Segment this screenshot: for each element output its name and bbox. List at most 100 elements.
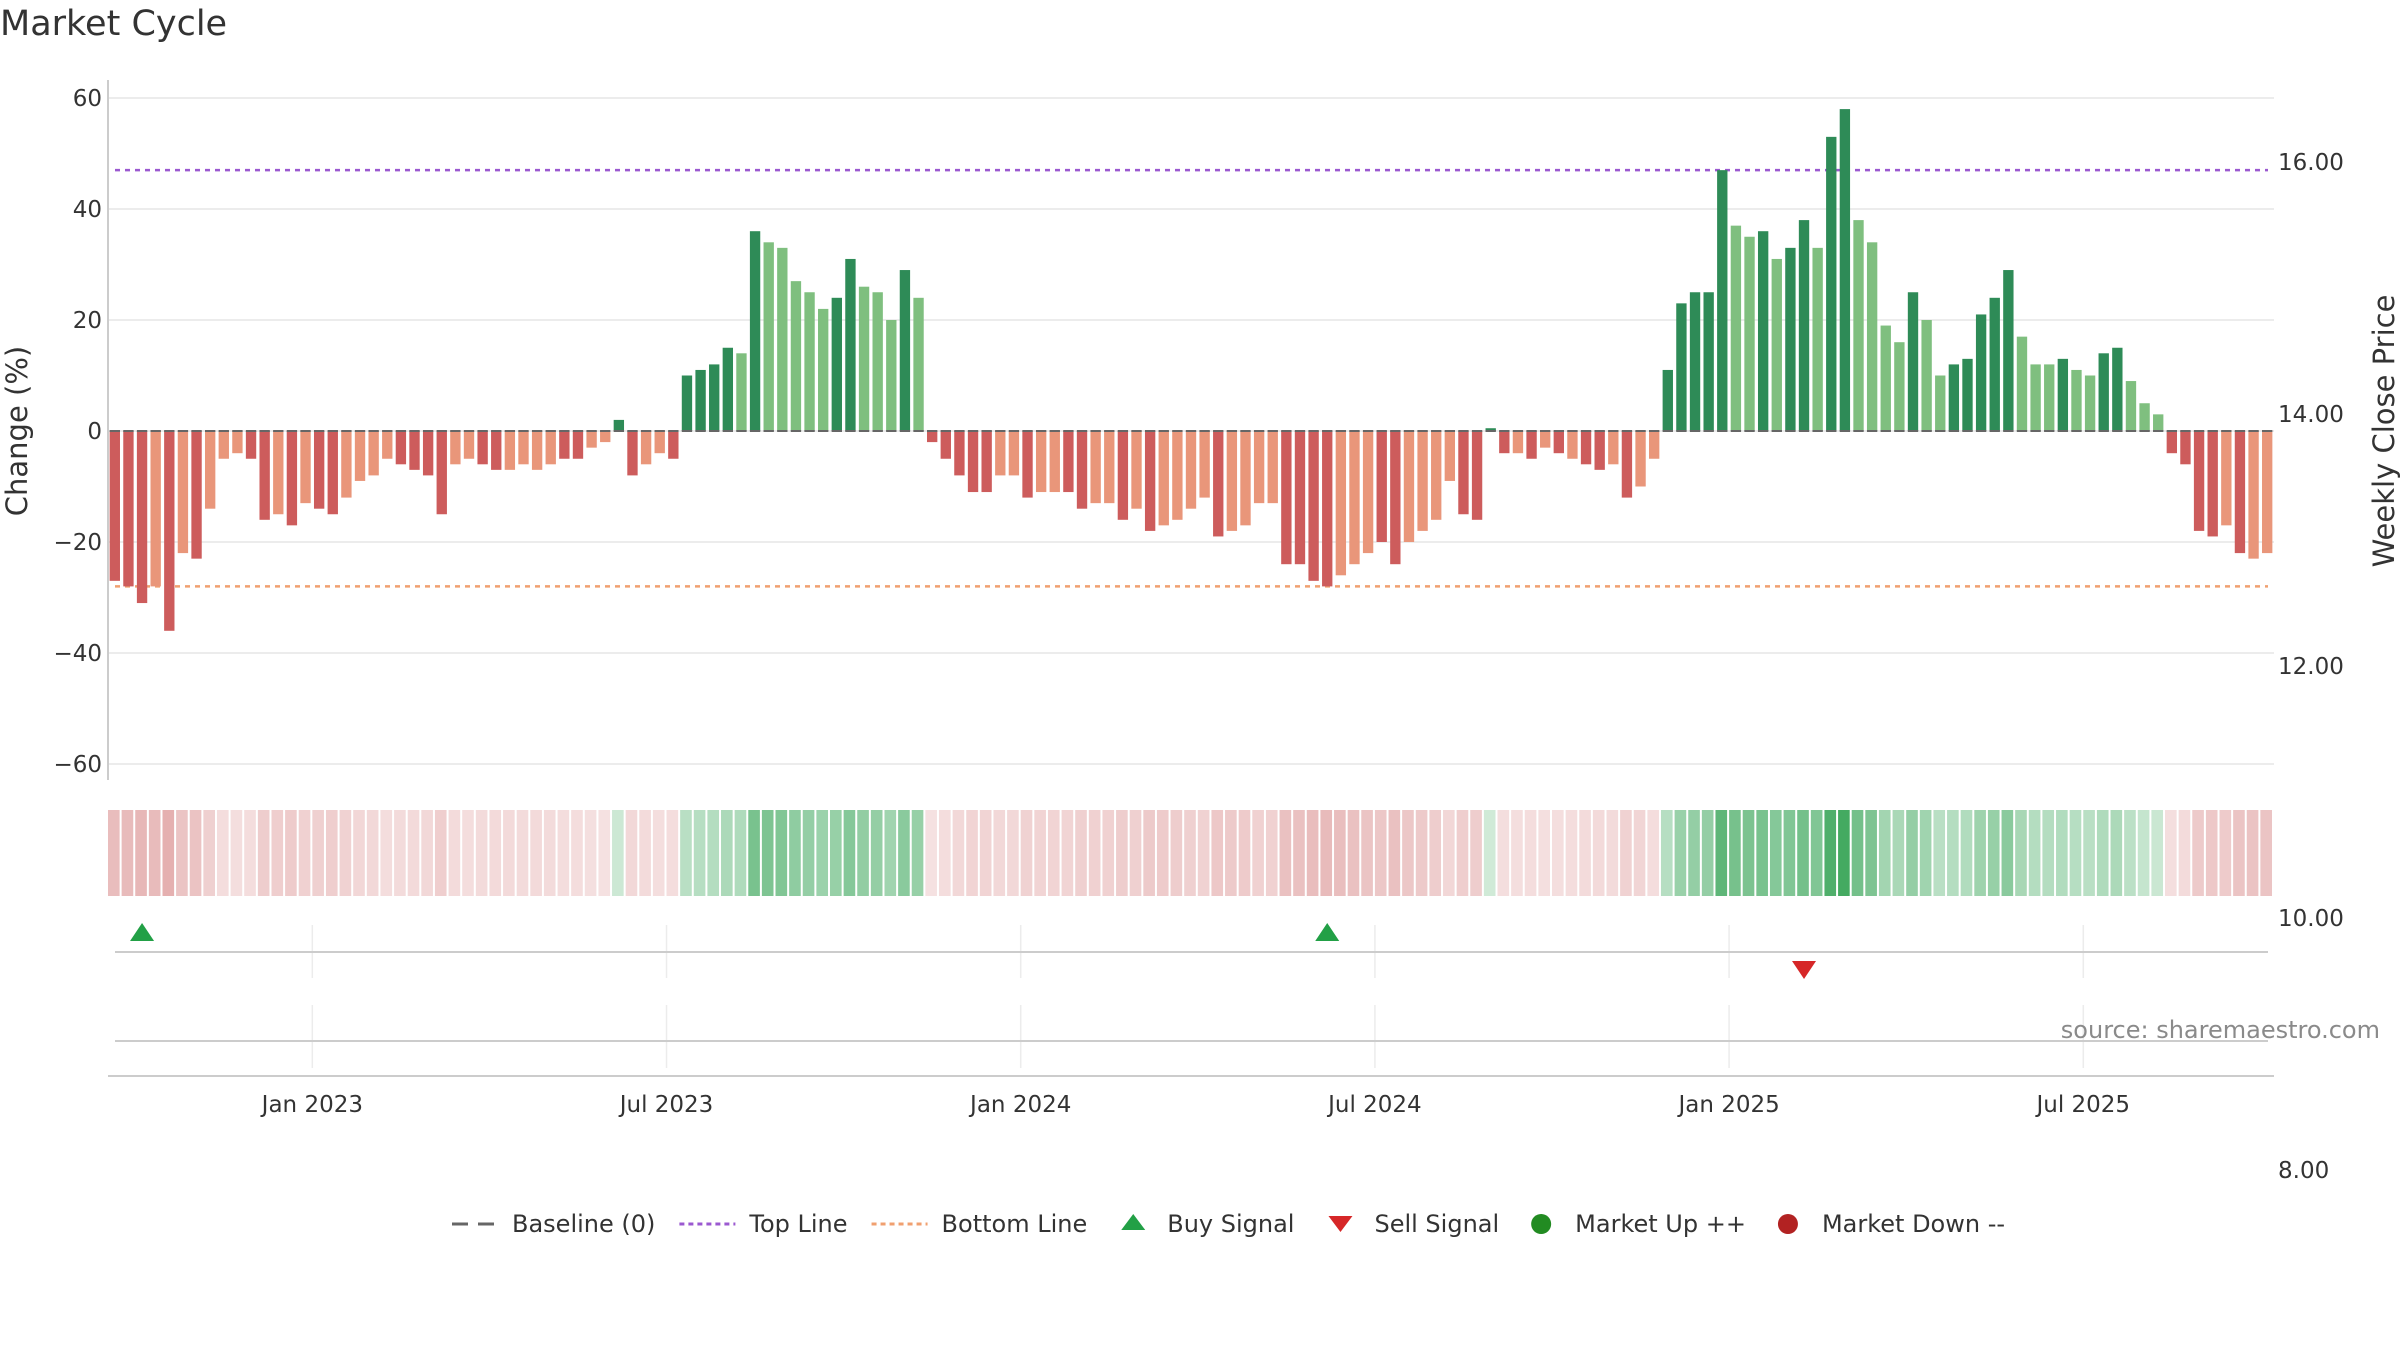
bar xyxy=(313,431,325,509)
heat-cell xyxy=(2151,810,2164,896)
bar xyxy=(886,320,897,431)
heat-cell xyxy=(1456,810,1469,896)
bar xyxy=(354,431,366,481)
heat-cell xyxy=(1865,810,1877,896)
heat-cell xyxy=(1293,810,1305,896)
heat-cell xyxy=(1075,810,1087,896)
bar xyxy=(572,431,584,459)
bar xyxy=(654,431,665,454)
bar xyxy=(1526,431,1537,459)
heat-cell xyxy=(1933,810,1946,896)
heat-cell xyxy=(707,810,720,896)
bar xyxy=(2207,431,2218,537)
bar xyxy=(177,431,189,554)
bar xyxy=(164,431,175,631)
bar xyxy=(1253,431,1265,504)
heat-cell xyxy=(2069,810,2082,896)
bar xyxy=(1226,431,1238,531)
heat-cell xyxy=(503,810,515,896)
heat-cell xyxy=(176,810,188,896)
bar xyxy=(2030,364,2041,431)
bar xyxy=(695,369,706,431)
bar xyxy=(899,270,911,431)
bar xyxy=(1962,358,1973,431)
y-tick-label: 60 xyxy=(73,86,102,112)
heat-cell xyxy=(1783,810,1796,896)
heat-cell xyxy=(666,810,679,896)
heat-cell xyxy=(1701,810,1714,896)
bar xyxy=(722,347,734,431)
heat-cell xyxy=(938,810,951,896)
heat-cell xyxy=(462,810,474,896)
bar xyxy=(2193,431,2205,531)
bar xyxy=(218,431,229,459)
heat-cell xyxy=(1415,810,1428,896)
bar xyxy=(409,431,420,470)
bar xyxy=(613,419,625,431)
heat-cell xyxy=(2124,810,2136,896)
heat-cell xyxy=(734,810,747,896)
buy-signal-marker xyxy=(130,923,155,941)
heat-cell xyxy=(2110,810,2123,896)
bar xyxy=(1880,325,1891,431)
bar xyxy=(1322,431,1333,587)
heat-cell xyxy=(1116,810,1128,896)
heat-cell xyxy=(789,810,801,896)
bar xyxy=(368,431,379,476)
heat-cell xyxy=(380,810,393,896)
heat-cell xyxy=(830,810,842,896)
bar xyxy=(1144,431,1156,531)
heat-cell xyxy=(870,810,883,896)
bar xyxy=(395,431,407,465)
bar xyxy=(818,308,829,431)
bar xyxy=(1744,236,1755,431)
heat-cell xyxy=(1443,810,1455,896)
heat-cell xyxy=(298,810,311,896)
bar xyxy=(1431,431,1442,520)
bar xyxy=(2057,358,2069,431)
bar xyxy=(2125,381,2137,431)
legend-label: Market Down -- xyxy=(1822,1210,2005,1238)
heat-cell xyxy=(2178,810,2191,896)
heat-cell xyxy=(1633,810,1646,896)
bar xyxy=(204,431,216,509)
heat-cell xyxy=(1769,810,1782,896)
heat-cell xyxy=(1197,810,1210,896)
bar xyxy=(681,375,693,431)
y2-axis-title: Weekly Close Price xyxy=(2367,295,2400,568)
bar xyxy=(600,431,611,443)
heat-cell xyxy=(1429,810,1442,896)
bar xyxy=(1975,314,1987,431)
heat-cell xyxy=(1334,810,1346,896)
bar xyxy=(1689,292,1701,431)
heat-cell xyxy=(721,810,733,896)
heat-cell xyxy=(216,810,229,896)
bar xyxy=(109,431,120,581)
bar xyxy=(1948,364,1960,431)
bar xyxy=(1567,431,1578,459)
heat-cell xyxy=(1947,810,1959,896)
heat-cell xyxy=(693,810,706,896)
bar xyxy=(1158,431,1169,526)
buy-signal-marker xyxy=(1315,923,1340,941)
heat-cell xyxy=(802,810,815,896)
heat-cell xyxy=(230,810,243,896)
heat-cell xyxy=(1361,810,1373,896)
bar xyxy=(1131,431,1142,509)
heat-cell xyxy=(748,810,760,896)
bar xyxy=(1008,431,1020,476)
heat-cell xyxy=(1279,810,1292,896)
legend-sell-icon xyxy=(1328,1216,1353,1232)
bar xyxy=(1035,431,1047,493)
heat-cell xyxy=(1674,810,1687,896)
legend-circle-icon xyxy=(1531,1214,1552,1234)
heat-cell xyxy=(1470,810,1482,896)
bar xyxy=(518,431,529,465)
heat-cell xyxy=(625,810,638,896)
bar xyxy=(245,431,257,459)
bar xyxy=(790,281,802,431)
heat-cell xyxy=(1102,810,1115,896)
heat-cell xyxy=(1047,810,1060,896)
heat-cell xyxy=(2015,810,2027,896)
bar xyxy=(136,431,148,604)
